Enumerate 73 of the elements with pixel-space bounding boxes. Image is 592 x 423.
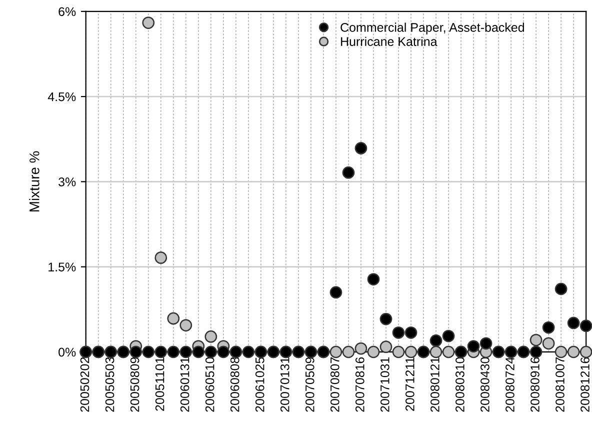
- x-tick-label: 20080121: [430, 357, 440, 412]
- point: [380, 340, 392, 354]
- point: [367, 346, 380, 358]
- legend-label: Hurricane Katrina: [341, 36, 438, 46]
- point: [192, 346, 205, 358]
- point: [530, 346, 542, 358]
- point: [167, 346, 180, 358]
- x-tick-label: 20070509: [305, 357, 314, 412]
- legend-label: Commercial Paper, Asset-backed: [340, 22, 524, 34]
- point: [330, 346, 342, 358]
- point: [392, 326, 405, 339]
- point: [180, 319, 192, 332]
- point: [242, 346, 255, 358]
- x-tick-label: 20080724: [506, 357, 514, 412]
- point: [154, 252, 168, 264]
- point: [354, 342, 368, 355]
- point: [530, 334, 542, 346]
- point: [204, 330, 218, 343]
- point: [380, 312, 392, 326]
- point: [442, 346, 455, 358]
- y-axis-title: Mixture %: [29, 151, 40, 212]
- point: [404, 326, 418, 339]
- x-tick-label: 20070816: [355, 357, 364, 412]
- point: [580, 346, 592, 358]
- x-tick-label: 20071211: [406, 357, 414, 411]
- x-tick-label: 20070131: [280, 357, 290, 412]
- point: [342, 346, 355, 358]
- y-tick-label: 1.5%: [48, 262, 76, 272]
- y-tick-label: 3%: [58, 177, 76, 186]
- y-tick-label: 6%: [58, 7, 76, 16]
- point: [542, 321, 555, 334]
- point: [392, 346, 405, 358]
- point: [180, 346, 192, 358]
- point: [404, 346, 418, 358]
- x-tick-label: 20071031: [380, 357, 390, 412]
- x-tick-label: 20080430: [480, 357, 490, 412]
- point: [442, 330, 455, 342]
- x-tick-label: 20051101: [155, 357, 164, 411]
- x-tick-label: 20060808: [230, 357, 240, 412]
- point: [567, 346, 580, 358]
- x-tick-label: 20081007: [556, 357, 564, 412]
- point: [367, 273, 380, 286]
- point: [142, 16, 155, 29]
- point: [330, 286, 342, 299]
- x-tick-label: 20050809: [130, 357, 140, 412]
- x-tick-label: 20081216: [580, 357, 590, 412]
- point: [354, 142, 368, 154]
- x-tick-label: 20060510: [205, 357, 214, 412]
- point: [167, 312, 180, 325]
- point: [142, 346, 155, 358]
- point: [567, 316, 580, 330]
- x-tick-label: 20070807: [330, 357, 340, 412]
- point: [204, 346, 218, 358]
- point: [467, 340, 480, 352]
- point: [580, 320, 592, 332]
- point: [154, 346, 168, 358]
- x-tick-label: 20050503: [105, 357, 114, 412]
- y-tick-label: 4.5%: [48, 92, 76, 102]
- point: [342, 166, 355, 179]
- point: [480, 337, 492, 350]
- y-tick-label: 0%: [58, 348, 76, 357]
- point: [130, 346, 142, 358]
- point: [217, 346, 230, 358]
- x-tick-label: 20080310: [456, 357, 464, 412]
- point: [554, 346, 568, 358]
- point: [430, 346, 442, 358]
- point: [542, 337, 555, 350]
- x-tick-label: 20060131: [180, 357, 190, 412]
- x-tick-label: 20080916: [530, 357, 540, 412]
- x-tick-label: 20061025: [255, 357, 264, 412]
- point: [554, 282, 568, 296]
- point: [430, 334, 442, 347]
- x-tick-label: 20050202: [80, 357, 90, 412]
